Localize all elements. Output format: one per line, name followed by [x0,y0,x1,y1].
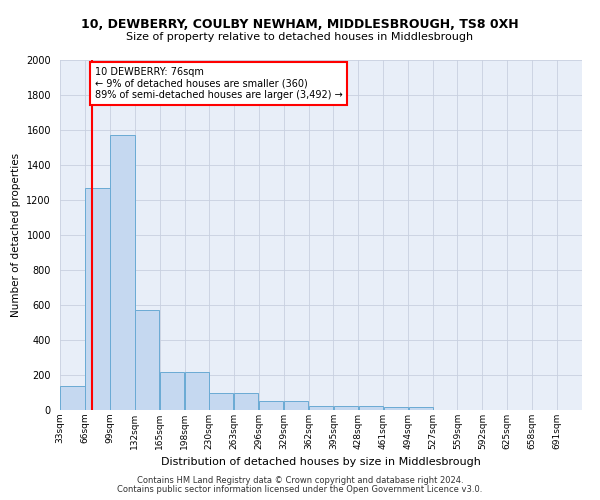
Bar [110,135,134,410]
Bar [135,310,160,410]
Bar [334,406,358,410]
Bar [359,406,383,410]
Bar [284,401,308,410]
Bar [234,392,259,410]
Bar [209,392,233,410]
Text: 10, DEWBERRY, COULBY NEWHAM, MIDDLESBROUGH, TS8 0XH: 10, DEWBERRY, COULBY NEWHAM, MIDDLESBROU… [81,18,519,30]
Bar [85,188,110,410]
Text: Contains HM Land Registry data © Crown copyright and database right 2024.: Contains HM Land Registry data © Crown c… [137,476,463,485]
Text: Size of property relative to detached houses in Middlesbrough: Size of property relative to detached ho… [127,32,473,42]
Bar [259,401,283,410]
X-axis label: Distribution of detached houses by size in Middlesbrough: Distribution of detached houses by size … [161,458,481,468]
Bar [160,372,184,410]
Bar [60,386,85,410]
Bar [309,406,333,410]
Bar [409,406,433,410]
Bar [185,372,209,410]
Bar [383,406,408,410]
Text: 10 DEWBERRY: 76sqm
← 9% of detached houses are smaller (360)
89% of semi-detache: 10 DEWBERRY: 76sqm ← 9% of detached hous… [95,67,343,100]
Text: Contains public sector information licensed under the Open Government Licence v3: Contains public sector information licen… [118,485,482,494]
Y-axis label: Number of detached properties: Number of detached properties [11,153,21,317]
